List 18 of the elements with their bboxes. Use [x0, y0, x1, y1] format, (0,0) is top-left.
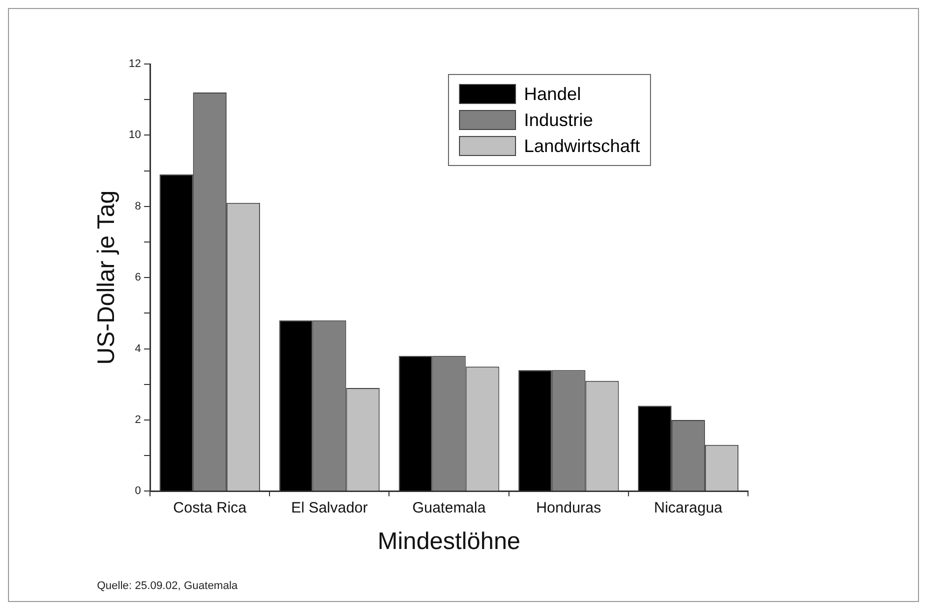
- y-axis-title: US-Dollar je Tag: [93, 190, 120, 365]
- source-note: Quelle: 25.09.02, Guatemala: [97, 580, 239, 592]
- x-tick-label: El Salvador: [291, 499, 368, 516]
- x-tick-label: Guatemala: [412, 499, 486, 516]
- y-tick-label: 10: [128, 129, 142, 142]
- x-tick-label: Honduras: [536, 499, 602, 516]
- legend-label: Landwirtschaft: [524, 136, 640, 156]
- legend-label: Industrie: [524, 110, 594, 130]
- y-tick-label: 6: [134, 272, 142, 284]
- x-tick-label: Nicaragua: [654, 499, 724, 516]
- x-tick-label: Costa Rica: [173, 499, 248, 516]
- y-tick-label: 8: [134, 200, 142, 212]
- x-axis-title: Mindestlöhne: [378, 528, 520, 556]
- y-tick-label: 2: [134, 414, 142, 426]
- y-tick-label: 4: [134, 342, 142, 355]
- y-tick-label: 12: [128, 58, 142, 70]
- legend-label: Handel: [524, 84, 582, 104]
- y-tick-label: 0: [134, 485, 142, 498]
